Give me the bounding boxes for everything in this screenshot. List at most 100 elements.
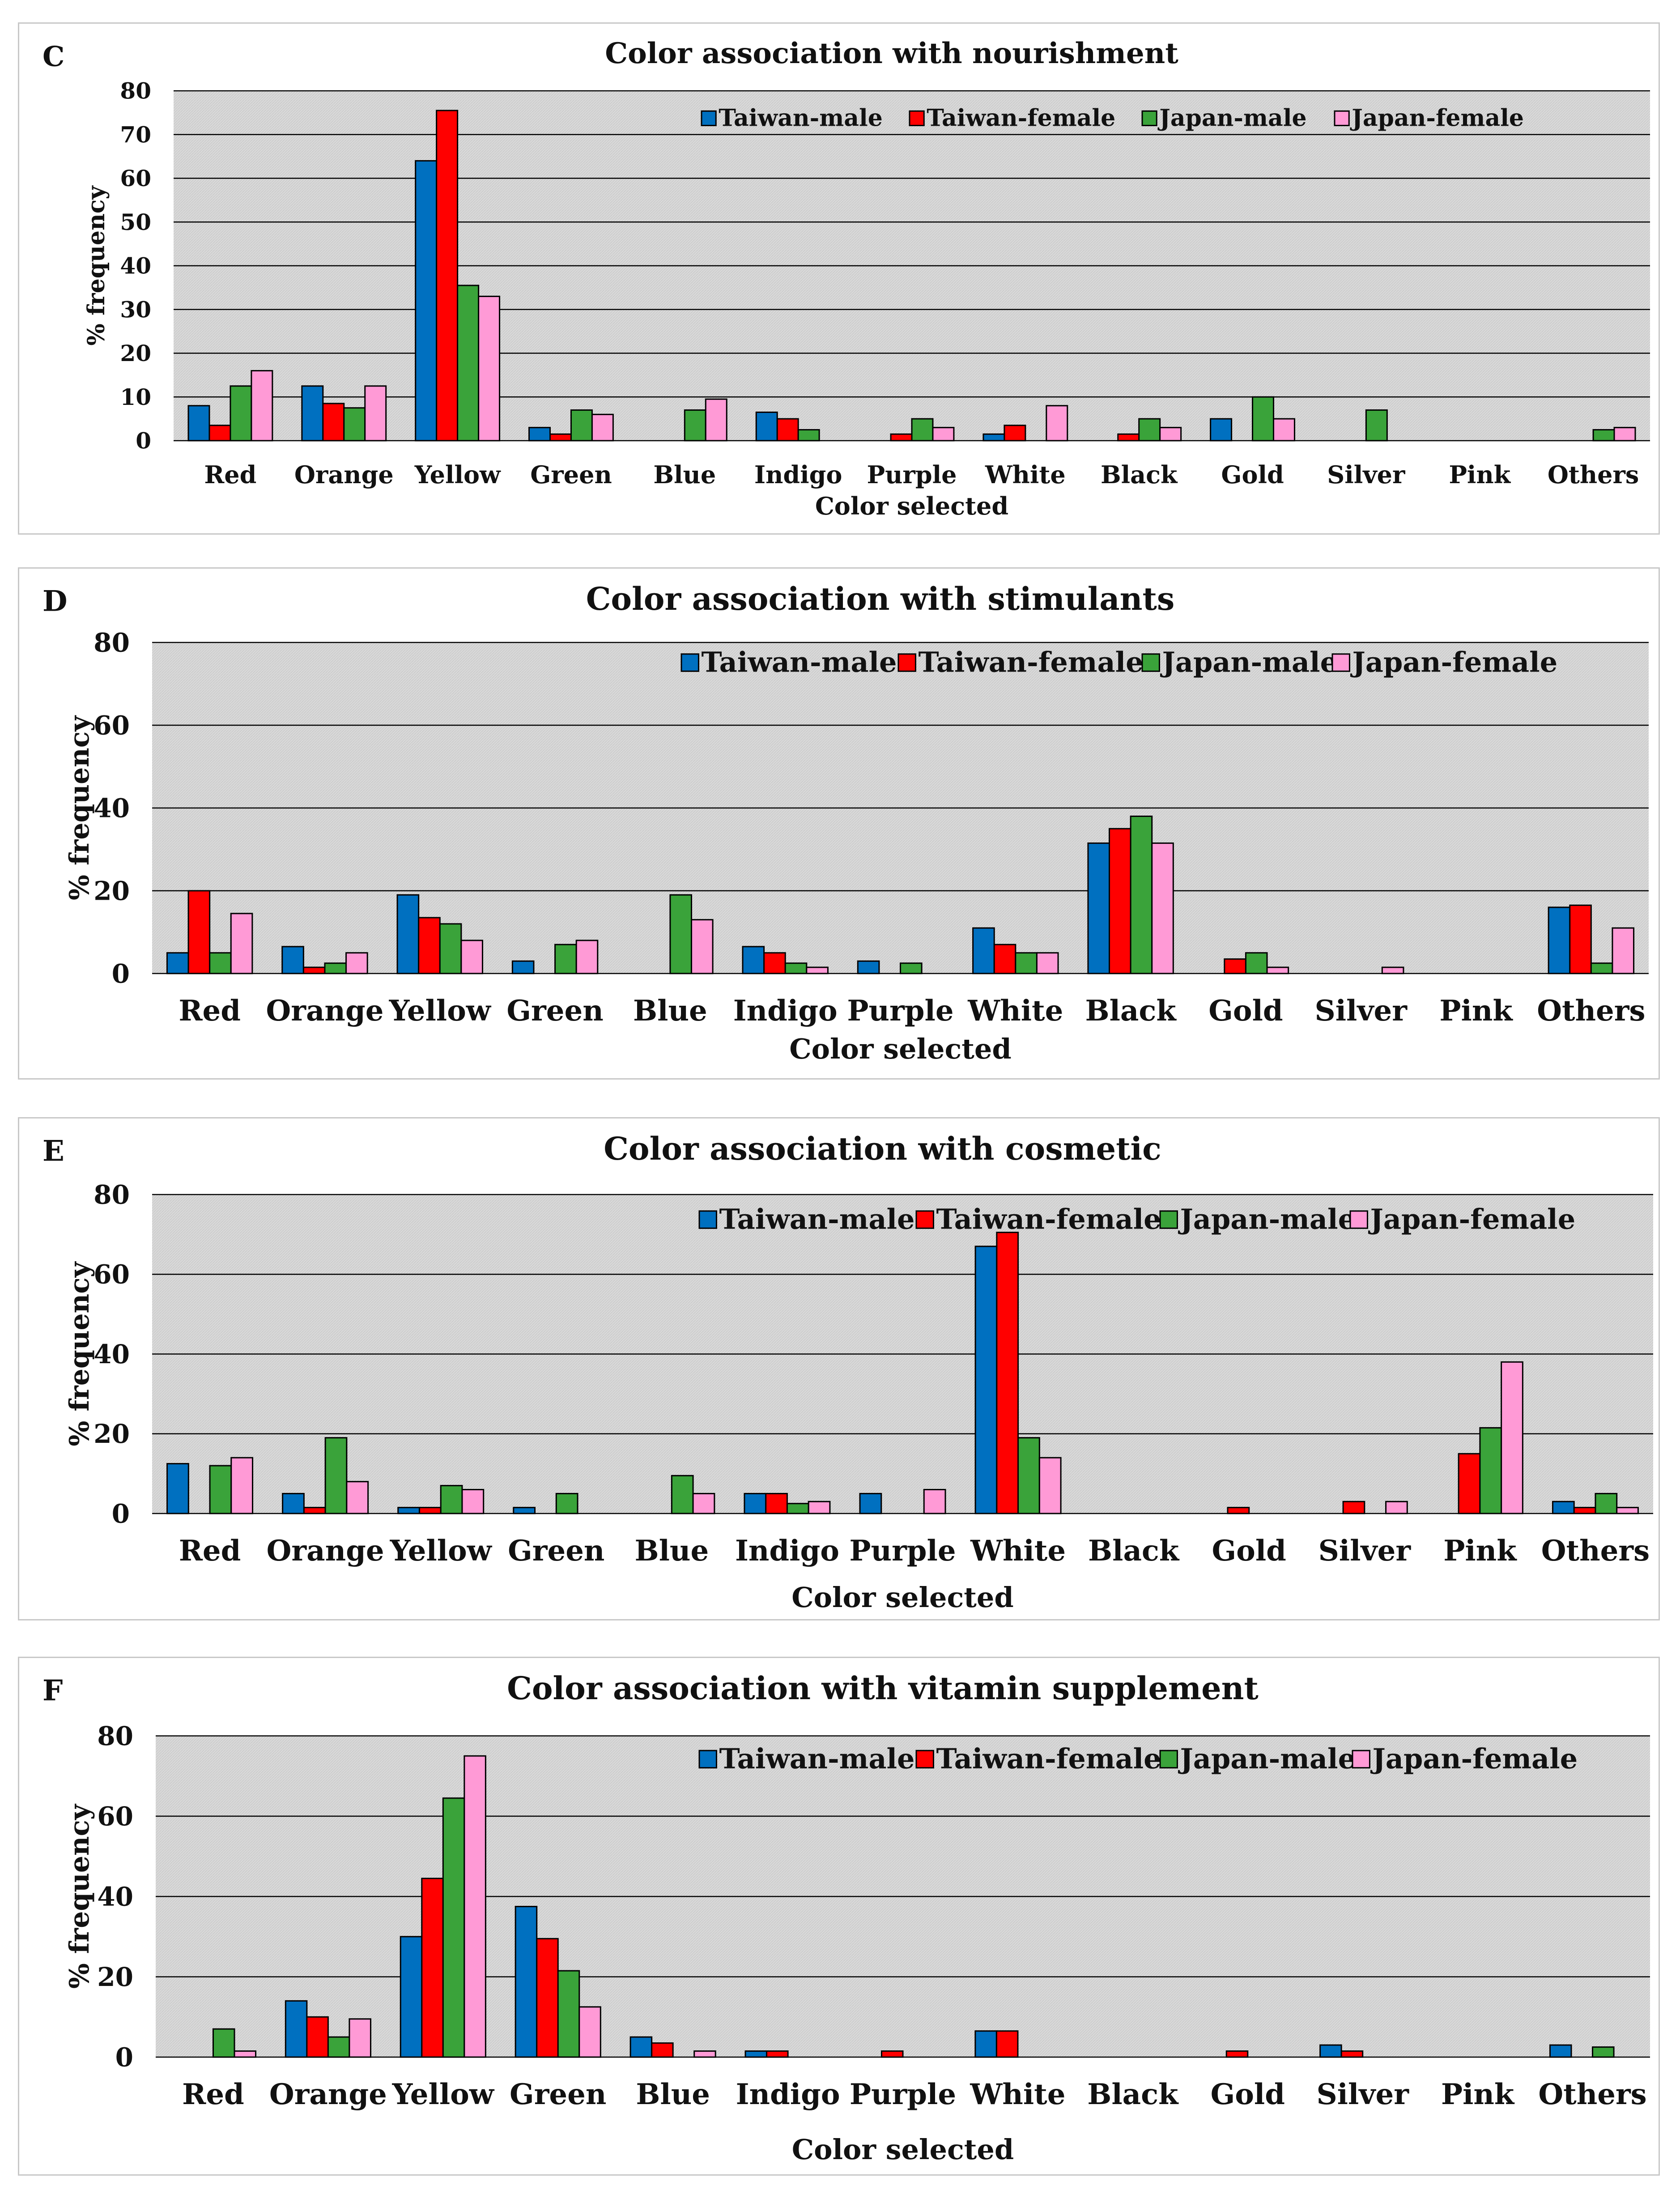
bar-taiwan-male-yellow xyxy=(400,1936,423,2058)
category-label: Gold xyxy=(1211,2078,1285,2111)
bar-japan-male-orange xyxy=(324,962,347,974)
bar-taiwan-male-indigo xyxy=(742,946,765,974)
category-label: Green xyxy=(508,1534,604,1568)
bar-japan-male-white xyxy=(1015,952,1038,974)
category-label: Red xyxy=(179,1534,241,1568)
bar-japan-female-indigo xyxy=(806,966,829,974)
bar-japan-female-indigo xyxy=(808,1501,831,1514)
chart-svg: D Color association with stimulants 0 20 40 6… xyxy=(43,580,1649,1065)
category-label: Gold xyxy=(1212,1534,1286,1568)
bar-japan-male-red xyxy=(209,952,232,974)
y-tick-label: 60 xyxy=(120,165,151,191)
legend-label-taiwan-male: Taiwan-male xyxy=(719,1743,914,1775)
bar-japan-male-indigo xyxy=(784,962,808,974)
category-label: Purple xyxy=(847,994,953,1028)
category-label: Green xyxy=(506,994,603,1028)
category-label: Indigo xyxy=(754,460,842,489)
bar-taiwan-female-green xyxy=(536,1938,559,2058)
chart-panel-e: E Color association with cosmetic 0 20 40 60 8… xyxy=(18,1117,1660,1620)
bar-taiwan-male-green xyxy=(528,427,551,442)
bar-japan-male-others xyxy=(1590,962,1613,974)
legend-label-japan-male: Japan-male xyxy=(1160,646,1338,679)
category-label: Pink xyxy=(1439,994,1513,1028)
bar-japan-male-orange xyxy=(327,2036,350,2058)
legend-label-japan-female: Japan-female xyxy=(1350,646,1557,679)
legend-swatch-taiwan-female xyxy=(897,653,916,672)
panel-letter: C xyxy=(43,40,64,72)
bar-japan-male-yellow xyxy=(457,285,480,442)
category-label: Black xyxy=(1101,460,1178,489)
bar-japan-male-others xyxy=(1592,429,1615,442)
legend-label-taiwan-female: Taiwan-female xyxy=(936,1743,1161,1775)
y-tick-label: 80 xyxy=(97,1721,133,1751)
legend-swatch-taiwan-female xyxy=(909,110,925,127)
bar-taiwan-male-purple xyxy=(859,1492,882,1514)
bar-japan-male-red xyxy=(212,2028,235,2058)
category-label: White xyxy=(970,1534,1066,1568)
bar-taiwan-male-indigo xyxy=(755,411,778,442)
panel-letter: E xyxy=(43,1135,64,1168)
y-tick-label: 0 xyxy=(136,428,151,454)
bar-japan-female-others xyxy=(1616,1507,1639,1514)
bar-japan-male-orange xyxy=(324,1437,348,1514)
bar-taiwan-male-yellow xyxy=(415,160,438,442)
bar-taiwan-female-orange xyxy=(322,403,345,442)
bar-japan-female-orange xyxy=(346,1481,369,1514)
bar-taiwan-female-black xyxy=(1117,433,1140,442)
category-label: Others xyxy=(1538,2078,1646,2111)
category-label: Indigo xyxy=(736,2078,840,2111)
y-axis-label: % frequency xyxy=(64,1261,95,1446)
chart-svg: F Color association with vitamin suppleme… xyxy=(43,1670,1650,2166)
bar-taiwan-male-orange xyxy=(301,385,324,442)
legend-swatch-japan-female xyxy=(1352,1750,1370,1769)
bar-japan-female-orange xyxy=(349,2018,371,2058)
legend-swatch-taiwan-male xyxy=(681,653,699,672)
bar-taiwan-male-green xyxy=(511,960,535,974)
bar-japan-male-gold xyxy=(1252,396,1275,442)
category-label: Silver xyxy=(1314,994,1408,1028)
legend-label-japan-male: Japan-male xyxy=(1157,105,1306,132)
category-label: Red xyxy=(179,994,241,1028)
bar-taiwan-female-yellow xyxy=(418,917,441,974)
bar-japan-female-others xyxy=(1613,427,1636,442)
category-label: Black xyxy=(1088,1534,1180,1568)
bar-taiwan-female-purple xyxy=(880,2050,904,2058)
category-label: Green xyxy=(530,460,612,489)
y-tick-label: 60 xyxy=(94,1259,130,1290)
bar-taiwan-male-green xyxy=(515,1905,538,2058)
bar-taiwan-female-purple xyxy=(890,433,913,442)
category-label: Silver xyxy=(1316,2078,1409,2111)
bar-taiwan-female-blue xyxy=(651,2042,674,2058)
category-label: Yellow xyxy=(390,1534,493,1568)
bar-taiwan-female-white xyxy=(993,944,1017,974)
bar-japan-male-others xyxy=(1595,1492,1618,1514)
legend-swatch-taiwan-female xyxy=(915,1750,934,1769)
bar-japan-female-black xyxy=(1159,427,1182,442)
bar-japan-female-pink xyxy=(1501,1361,1523,1514)
bar-japan-female-green xyxy=(591,413,614,442)
bar-japan-female-blue xyxy=(690,919,714,974)
bar-taiwan-female-pink xyxy=(1458,1453,1481,1514)
legend-swatch-japan-female xyxy=(1349,1210,1368,1229)
legend-swatch-japan-female xyxy=(1334,110,1350,127)
bar-japan-female-orange xyxy=(345,952,368,974)
bar-taiwan-female-gold xyxy=(1224,958,1246,974)
y-tick-label: 20 xyxy=(120,340,151,366)
bar-japan-female-purple xyxy=(932,427,955,442)
category-label: Blue xyxy=(653,460,716,489)
legend-swatch-japan-male xyxy=(1159,1210,1178,1229)
y-tick-label: 60 xyxy=(94,710,130,740)
bar-taiwan-female-others xyxy=(1569,904,1592,974)
bar-japan-male-green xyxy=(557,1970,580,2058)
bar-japan-female-orange xyxy=(364,385,387,442)
x-axis-label: Color selected xyxy=(789,1033,1011,1065)
category-label: Purple xyxy=(849,1534,956,1568)
bar-taiwan-male-silver xyxy=(1319,2044,1342,2058)
bar-taiwan-female-gold xyxy=(1225,2050,1249,2058)
category-label: Gold xyxy=(1208,994,1283,1028)
bar-taiwan-female-green xyxy=(549,433,572,442)
category-label: Orange xyxy=(267,1534,384,1568)
bar-taiwan-male-orange xyxy=(282,1492,305,1514)
category-label: Yellow xyxy=(389,994,492,1028)
legend-label-japan-female: Japan-female xyxy=(1370,1743,1578,1775)
